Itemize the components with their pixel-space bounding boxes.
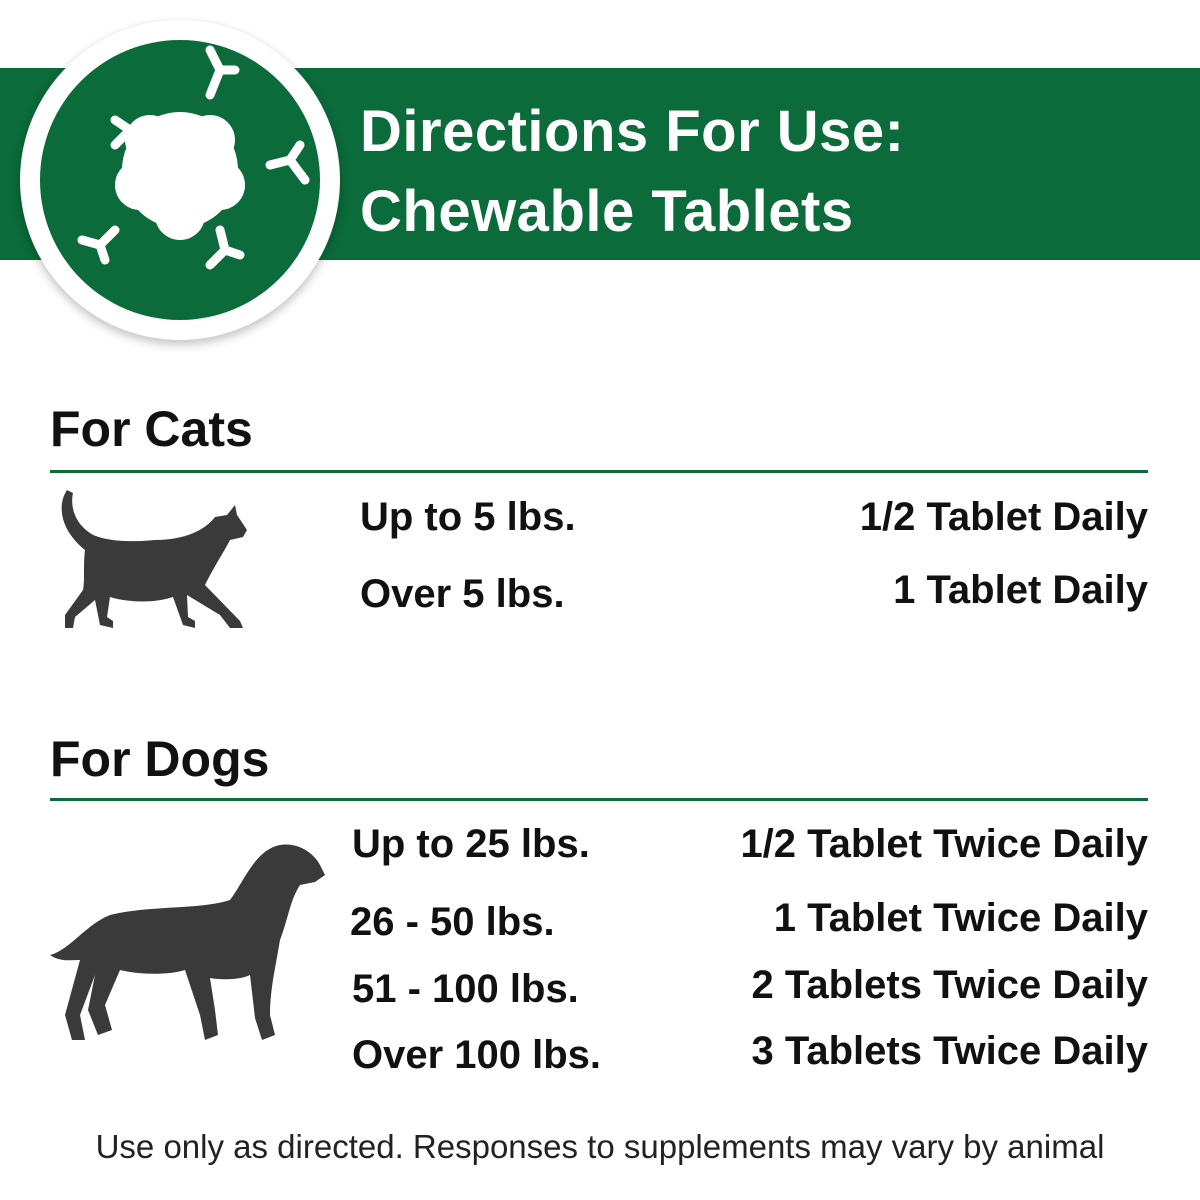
dog-dose-2: 1 Tablet Twice Daily	[773, 896, 1148, 940]
dog-weight-3: 51 - 100 lbs.	[352, 967, 579, 1011]
cat-silhouette-icon	[61, 490, 247, 628]
cat-weight-2: Over 5 lbs.	[360, 572, 565, 616]
dog-dose-4: 3 Tablets Twice Daily	[751, 1029, 1148, 1073]
dog-weight-1: Up to 25 lbs.	[352, 822, 590, 866]
disclaimer: Use only as directed. Responses to suppl…	[95, 1128, 1105, 1165]
cat-dose-2: 1 Tablet Daily	[893, 568, 1148, 612]
cat-weight-1: Up to 5 lbs.	[360, 495, 576, 539]
dog-dose-3: 2 Tablets Twice Daily	[751, 963, 1148, 1007]
cat-dose-1: 1/2 Tablet Daily	[859, 495, 1148, 539]
title-line-2: Chewable Tablets	[360, 179, 854, 244]
cats-divider	[50, 470, 1148, 473]
dogs-divider	[50, 798, 1148, 801]
cats-heading: For Cats	[50, 401, 253, 457]
dogs-heading: For Dogs	[50, 731, 270, 787]
dog-weight-4: Over 100 lbs.	[352, 1033, 602, 1077]
dog-dose-1: 1/2 Tablet Twice Daily	[740, 822, 1148, 866]
page-title: Directions For Use: Chewable Tablets	[360, 92, 905, 252]
dog-silhouette-icon	[50, 844, 325, 1040]
supplement-molecule-icon	[20, 20, 340, 340]
title-line-1: Directions For Use:	[360, 99, 905, 164]
dog-weight-2: 26 - 50 lbs.	[350, 900, 555, 944]
